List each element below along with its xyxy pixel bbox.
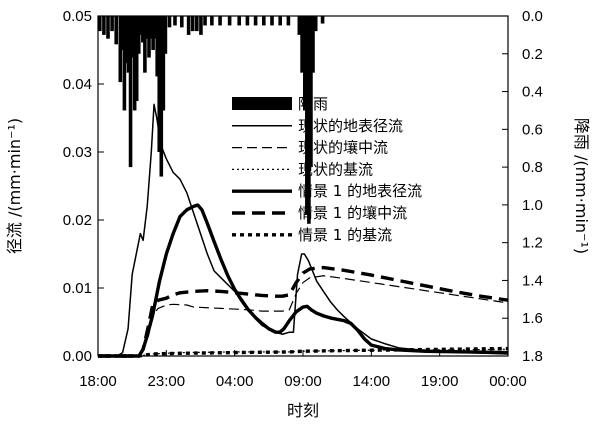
rainfall-bar-15 [136,16,141,54]
rainfall-bar-16 [139,16,143,35]
rainfall-bar-48 [300,16,304,73]
x-tick-label: 09:00 [284,373,322,390]
right-y-tick-label: 0.8 [522,159,543,176]
rainfall-bar-1 [98,16,102,32]
right-y-tick-label: 1.4 [522,272,543,289]
rainfall-bar-41 [245,16,250,26]
right-y-tick-label: 0.2 [522,46,543,63]
right-y-tick-label: 1.6 [522,310,543,327]
rainfall-bar-30 [173,16,177,26]
rainfall-bar-46 [286,16,291,26]
legend-swatch-rainfall [232,97,292,110]
rainfall-bar-50 [305,16,309,215]
x-tick-label: 00:00 [489,373,527,390]
rainfall-bar-9 [124,16,129,64]
series-line-情景1的基流 [98,346,509,358]
rainfall-bar-28 [163,16,168,54]
rainfall-bar-10 [126,16,131,73]
right-y-tick-label: 0.0 [522,8,543,25]
rainfall-bar-7 [120,16,125,50]
series-line-情景1的壤中流 [98,265,509,358]
rainfall-bar-22 [151,16,155,50]
rainfall-bar-34 [195,16,199,32]
rainfall-bar-12 [130,16,135,58]
x-tick-label: 04:00 [216,373,254,390]
x-tick-label: 19:00 [421,373,459,390]
rainfall-bar-37 [210,16,214,26]
rainfall-bar-14 [134,16,139,101]
legend-label-情景1的基流: 情景 1 的基流 [298,226,392,244]
rainfall-bar-52 [309,16,313,168]
rainfall-bar-8 [122,16,127,111]
rainfall-bar-44 [270,16,274,26]
rainfall-bar-43 [262,16,266,26]
rainfall-bar-17 [141,16,145,43]
legend-label-现状的壤中流: 现状的壤中流 [298,139,388,157]
series-line-现状的壤中流 [98,275,509,357]
left-y-tick-label: 0.00 [63,348,92,365]
rainfall-bars [98,16,325,224]
right-y-tick-label: 1.0 [522,197,543,214]
x-tick-label: 14:00 [353,373,391,390]
rainfall-bar-25 [157,16,162,152]
right-y-tick-label: 0.4 [522,84,543,101]
x-axis-title: 时刻 [287,401,319,420]
rainfall-bar-27 [161,16,166,111]
rainfall-bar-19 [145,16,149,39]
rainfall-bar-49 [303,16,307,111]
rainfall-bar-55 [320,16,325,24]
rainfall-bar-3 [106,16,110,39]
rainfall-bar-2 [102,16,106,35]
x-tick-label: 23:00 [148,373,186,390]
rainfall-bar-11 [128,16,133,168]
rainfall-bar-18 [143,16,147,73]
left-y-axis-title: 径流 /(mm·min⁻¹) [5,118,24,254]
rainfall-bar-40 [237,16,241,26]
rainfall-bar-47 [297,16,302,35]
legend-label-现状的基流: 现状的基流 [298,160,373,178]
rainfall-bar-4 [110,16,114,32]
rainfall-bar-23 [153,16,157,39]
rainfall-bar-33 [190,16,195,32]
rainfall-bar-5 [114,16,118,45]
left-y-tick-label: 0.05 [63,8,92,25]
series-line-情景1的地表径流 [98,203,509,358]
rainfall-bar-24 [155,16,159,77]
right-y-tick-label: 1.2 [522,235,543,252]
rainfall-bar-6 [118,16,123,83]
rainfall-bar-31 [180,16,184,28]
legend-label-rainfall: 降雨 [298,95,328,113]
rainfall-bar-32 [186,16,191,35]
left-y-tick-label: 0.04 [63,76,92,93]
legend-label-情景1的地表径流: 情景 1 的地表径流 [298,182,422,200]
rainfall-bar-39 [227,16,232,26]
rainfall-bar-53 [311,16,315,73]
left-y-tick-label: 0.02 [63,212,92,229]
right-y-tick-label: 1.8 [522,348,543,365]
rainfall-bar-45 [278,16,282,26]
rainfall-bar-54 [313,16,318,32]
left-y-tick-label: 0.01 [63,280,92,297]
rainfall-bar-51 [307,16,311,224]
rainfall-bar-42 [253,16,258,26]
rainfall-bar-20 [147,16,151,58]
rainfall-bar-38 [218,16,222,26]
right-y-axis-title: 降雨 /(mm·min⁻¹) [572,118,591,254]
x-tick-label: 18:00 [79,373,117,390]
legend-label-现状的地表径流: 现状的地表径流 [298,117,403,135]
rainfall-bar-29 [167,16,172,28]
rainfall-bar-26 [159,16,164,177]
left-y-tick-label: 0.03 [63,144,92,161]
rainfall-bar-36 [203,16,207,26]
rainfall-bar-13 [132,16,137,111]
legend-label-情景1的壤中流: 情景 1 的壤中流 [298,204,407,222]
series-lines [98,103,509,358]
axis-ticks: 18:00 23:00 04:00 09:00 14:00 19:00 00:00 0.00 0… [63,8,543,390]
right-y-tick-label: 0.6 [522,121,543,138]
rainfall-bar-35 [199,16,203,35]
rainfall-bar-21 [149,16,153,39]
